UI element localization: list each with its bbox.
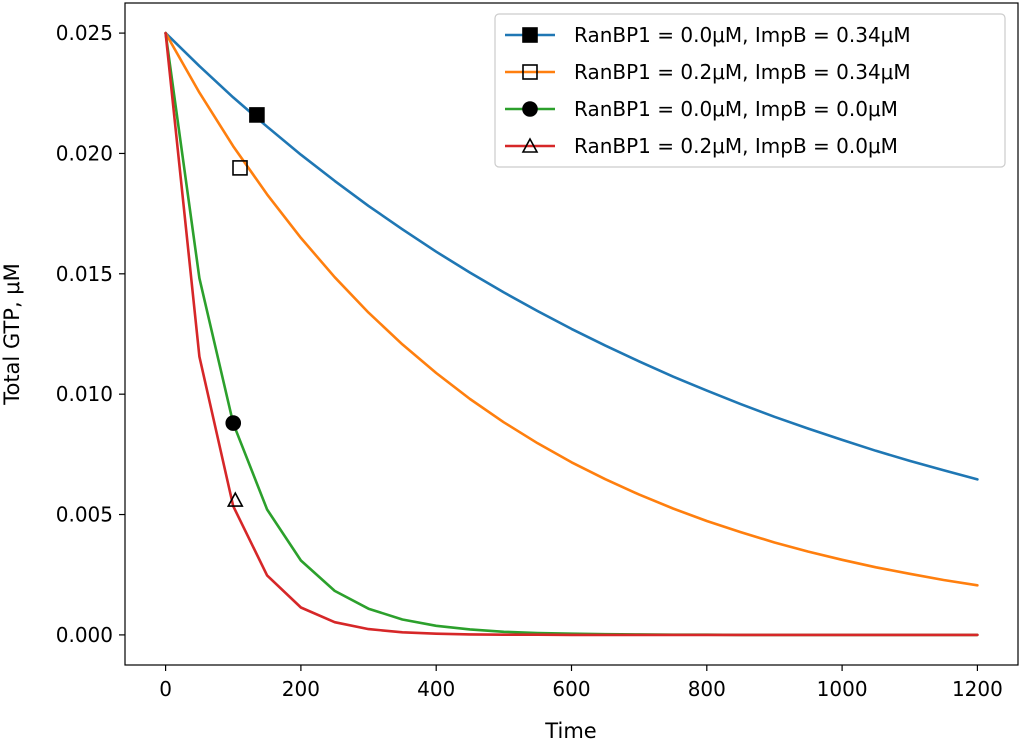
y-tick-label: 0.000 <box>56 623 113 647</box>
legend-label-2: RanBP1 = 0.2μM, ImpB = 0.34μM <box>574 60 911 84</box>
x-axis-ticks: 0 200 400 600 800 1000 1200 <box>159 665 1003 701</box>
legend-marker-3 <box>522 101 538 117</box>
x-tick-label: 800 <box>688 677 726 701</box>
series-line-4 <box>164 31 979 637</box>
x-axis-label: Time <box>544 719 596 743</box>
series-line-2 <box>164 31 979 587</box>
series-layer <box>164 31 979 637</box>
series-marker-1 <box>249 107 265 123</box>
y-tick-label: 0.010 <box>56 382 113 406</box>
legend-label-4: RanBP1 = 0.2μM, ImpB = 0.0μM <box>574 134 898 158</box>
legend-marker-2 <box>522 64 538 80</box>
x-tick-label: 400 <box>417 677 455 701</box>
legend-label-1: RanBP1 = 0.0μM, ImpB = 0.34μM <box>574 23 911 47</box>
marker-layer <box>225 107 265 507</box>
x-tick-label: 200 <box>282 677 320 701</box>
y-tick-label: 0.025 <box>56 21 113 45</box>
series-line-1 <box>164 31 979 481</box>
x-tick-label: 600 <box>552 677 590 701</box>
x-tick-label: 0 <box>159 677 172 701</box>
legend-frame <box>494 13 1006 168</box>
series-marker-3 <box>225 415 242 431</box>
y-tick-label: 0.020 <box>56 141 113 165</box>
legend: RanBP1 = 0.0μM, ImpB = 0.34μM RanBP1 = 0.… <box>494 13 1006 168</box>
x-tick-label: 1000 <box>817 677 868 701</box>
x-tick-label: 1200 <box>952 677 1003 701</box>
legend-marker-1 <box>522 27 538 43</box>
legend-label-3: RanBP1 = 0.0μM, ImpB = 0.0μM <box>574 97 898 121</box>
y-tick-label: 0.015 <box>56 262 113 286</box>
series-marker-4 <box>226 491 244 507</box>
legend-marker-4 <box>521 137 539 153</box>
series-marker-2 <box>232 160 248 176</box>
y-axis-label: Total GTP, μM <box>0 263 24 406</box>
y-axis-ticks: 0.000 0.005 0.010 0.015 0.020 0.025 <box>56 21 125 647</box>
y-tick-label: 0.005 <box>56 503 113 527</box>
